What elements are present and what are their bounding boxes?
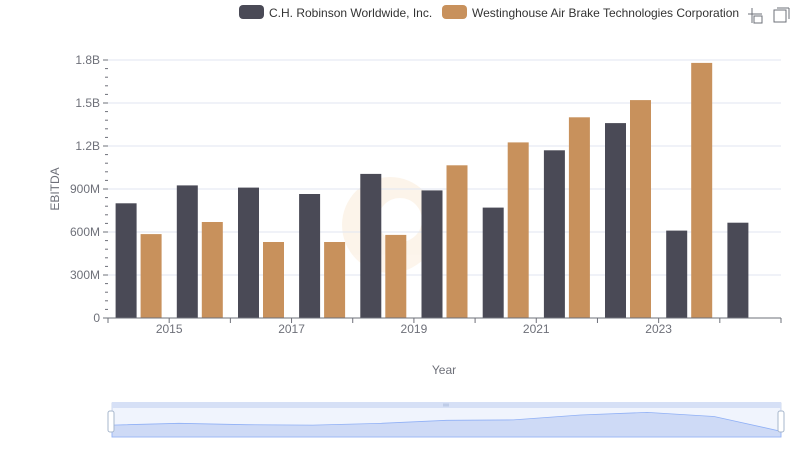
zoom-select-icon[interactable] bbox=[748, 8, 763, 24]
legend-item-ch-robinson[interactable]: C.H. Robinson Worldwide, Inc. bbox=[239, 5, 432, 20]
zoom-handle-left[interactable] bbox=[107, 410, 115, 433]
legend-label-westinghouse: Westinghouse Air Brake Technologies Corp… bbox=[472, 6, 739, 20]
bar-westinghouse-2018[interactable] bbox=[385, 234, 407, 318]
zoom-handle-right[interactable] bbox=[777, 410, 785, 433]
y-axis-title: EBITDA bbox=[48, 167, 62, 210]
bar-westinghouse-2014[interactable] bbox=[140, 234, 162, 318]
y-tick-label: 1.8B bbox=[75, 53, 100, 67]
y-tick-label: 1.5B bbox=[75, 96, 100, 110]
y-axis-minor-ticks bbox=[105, 59, 108, 319]
y-tick-label: 900M bbox=[70, 182, 100, 196]
bar-ch-robinson-2022[interactable] bbox=[605, 123, 626, 318]
bar-ch-robinson-2018[interactable] bbox=[360, 173, 382, 318]
zoom-selected-range bbox=[112, 403, 781, 437]
bars bbox=[115, 62, 749, 319]
bar-ch-robinson-2020[interactable] bbox=[482, 207, 504, 318]
bar-westinghouse-2019[interactable] bbox=[446, 165, 468, 318]
x-tick-label: 2019 bbox=[401, 322, 428, 336]
bar-ch-robinson-2017[interactable] bbox=[299, 194, 321, 318]
bar-westinghouse-2017[interactable] bbox=[324, 242, 346, 318]
bar-westinghouse-2023[interactable] bbox=[691, 62, 713, 319]
bar-ch-robinson-2024[interactable] bbox=[727, 222, 749, 318]
bar-ch-robinson-2014[interactable] bbox=[115, 203, 137, 318]
x-tick-label: 2015 bbox=[156, 322, 183, 336]
legend-swatch-westinghouse bbox=[442, 5, 467, 19]
restore-icon[interactable] bbox=[773, 7, 790, 23]
y-axis-ticks: 0 300M 600M 900M 1.2B 1.5B 1.8B bbox=[70, 53, 108, 325]
y-tick-label: 300M bbox=[70, 268, 100, 282]
y-tick-label: 0 bbox=[93, 311, 100, 325]
bar-westinghouse-2020[interactable] bbox=[507, 142, 529, 318]
y-tick-label: 600M bbox=[70, 225, 100, 239]
bar-ch-robinson-2016[interactable] bbox=[238, 187, 259, 318]
x-axis-ticks: 2015 2017 2019 2021 2023 bbox=[107, 318, 782, 336]
legend-label-ch-robinson: C.H. Robinson Worldwide, Inc. bbox=[269, 6, 432, 20]
zoom-top-bar-grip-icon bbox=[443, 403, 449, 407]
bar-westinghouse-2016[interactable] bbox=[263, 242, 284, 318]
x-tick-label: 2023 bbox=[645, 322, 672, 336]
bar-westinghouse-2022[interactable] bbox=[630, 100, 651, 318]
bar-westinghouse-2021[interactable] bbox=[568, 117, 590, 318]
x-axis-title: Year bbox=[432, 363, 456, 377]
legend-item-westinghouse[interactable]: Westinghouse Air Brake Technologies Corp… bbox=[442, 5, 739, 20]
bar-ch-robinson-2015[interactable] bbox=[176, 185, 198, 318]
y-tick-label: 1.2B bbox=[75, 139, 100, 153]
bar-ch-robinson-2023[interactable] bbox=[666, 230, 688, 318]
legend: C.H. Robinson Worldwide, Inc. Westinghou… bbox=[239, 5, 739, 20]
x-tick-label: 2021 bbox=[523, 322, 550, 336]
bar-ch-robinson-2021[interactable] bbox=[543, 150, 565, 318]
bar-westinghouse-2015[interactable] bbox=[201, 222, 223, 318]
zoom-preview-area bbox=[111, 411, 782, 438]
bar-ch-robinson-2019[interactable] bbox=[421, 190, 443, 318]
legend-swatch-ch-robinson bbox=[239, 5, 264, 19]
x-tick-label: 2017 bbox=[278, 322, 305, 336]
data-zoom-slider[interactable] bbox=[107, 402, 785, 438]
